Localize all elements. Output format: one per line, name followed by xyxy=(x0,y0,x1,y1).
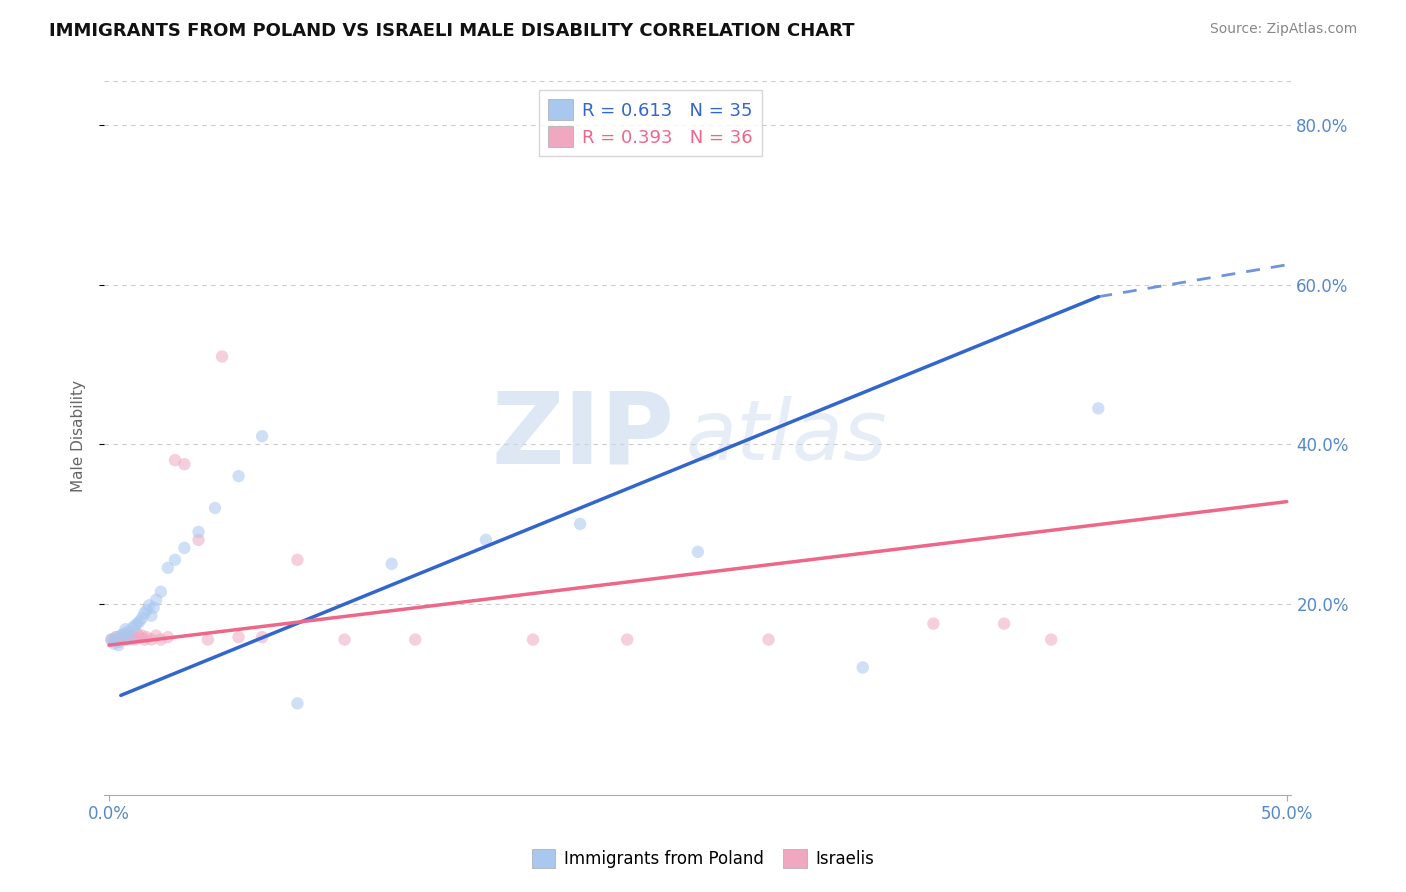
Point xyxy=(686,545,709,559)
Point xyxy=(105,630,128,644)
Point xyxy=(121,629,143,643)
Point xyxy=(1087,401,1109,416)
Point xyxy=(145,592,167,607)
Y-axis label: Male Disability: Male Disability xyxy=(72,380,86,492)
Point xyxy=(103,632,125,647)
Point xyxy=(128,630,150,644)
Point xyxy=(522,632,544,647)
Point xyxy=(250,429,273,443)
Point xyxy=(112,629,135,643)
Point xyxy=(127,627,149,641)
Point xyxy=(134,607,156,621)
Point xyxy=(287,697,309,711)
Point xyxy=(1040,632,1063,647)
Point xyxy=(163,553,186,567)
Point xyxy=(131,611,153,625)
Point xyxy=(173,457,195,471)
Text: atlas: atlas xyxy=(686,396,887,476)
Point xyxy=(135,630,157,644)
Point xyxy=(107,638,129,652)
Point xyxy=(110,629,132,643)
Point xyxy=(149,584,172,599)
Legend: Immigrants from Poland, Israelis: Immigrants from Poland, Israelis xyxy=(526,842,880,875)
Point xyxy=(163,453,186,467)
Point xyxy=(616,632,638,647)
Point xyxy=(758,632,780,647)
Point xyxy=(204,501,226,516)
Point xyxy=(117,627,139,641)
Point xyxy=(120,630,142,644)
Point xyxy=(134,632,156,647)
Point xyxy=(107,635,129,649)
Point xyxy=(124,619,146,633)
Point xyxy=(145,629,167,643)
Point xyxy=(124,632,146,647)
Point xyxy=(156,561,179,575)
Point xyxy=(287,553,309,567)
Point xyxy=(141,608,163,623)
Legend: R = 0.613   N = 35, R = 0.393   N = 36: R = 0.613 N = 35, R = 0.393 N = 36 xyxy=(538,90,762,156)
Point xyxy=(228,630,250,644)
Point xyxy=(105,630,128,644)
Point xyxy=(149,632,172,647)
Point xyxy=(117,624,139,639)
Point xyxy=(993,616,1015,631)
Point xyxy=(173,541,195,555)
Point xyxy=(120,632,142,647)
Point xyxy=(142,600,165,615)
Point xyxy=(100,632,122,647)
Point xyxy=(250,630,273,644)
Text: ZIP: ZIP xyxy=(491,388,673,484)
Point xyxy=(922,616,945,631)
Text: IMMIGRANTS FROM POLAND VS ISRAELI MALE DISABILITY CORRELATION CHART: IMMIGRANTS FROM POLAND VS ISRAELI MALE D… xyxy=(49,22,855,40)
Point xyxy=(187,533,209,547)
Point xyxy=(112,627,135,641)
Point xyxy=(569,516,592,531)
Point xyxy=(228,469,250,483)
Point xyxy=(138,599,160,613)
Point xyxy=(114,632,136,647)
Point xyxy=(114,622,136,636)
Point xyxy=(127,616,149,631)
Point xyxy=(475,533,498,547)
Point xyxy=(121,621,143,635)
Text: Source: ZipAtlas.com: Source: ZipAtlas.com xyxy=(1209,22,1357,37)
Point xyxy=(211,350,233,364)
Point xyxy=(100,632,122,647)
Point xyxy=(197,632,219,647)
Point xyxy=(128,614,150,628)
Point xyxy=(381,557,404,571)
Point xyxy=(852,660,875,674)
Point xyxy=(156,630,179,644)
Point xyxy=(110,631,132,645)
Point xyxy=(103,636,125,650)
Point xyxy=(135,603,157,617)
Point xyxy=(333,632,356,647)
Point xyxy=(141,632,163,647)
Point xyxy=(187,524,209,539)
Point xyxy=(404,632,426,647)
Point xyxy=(131,629,153,643)
